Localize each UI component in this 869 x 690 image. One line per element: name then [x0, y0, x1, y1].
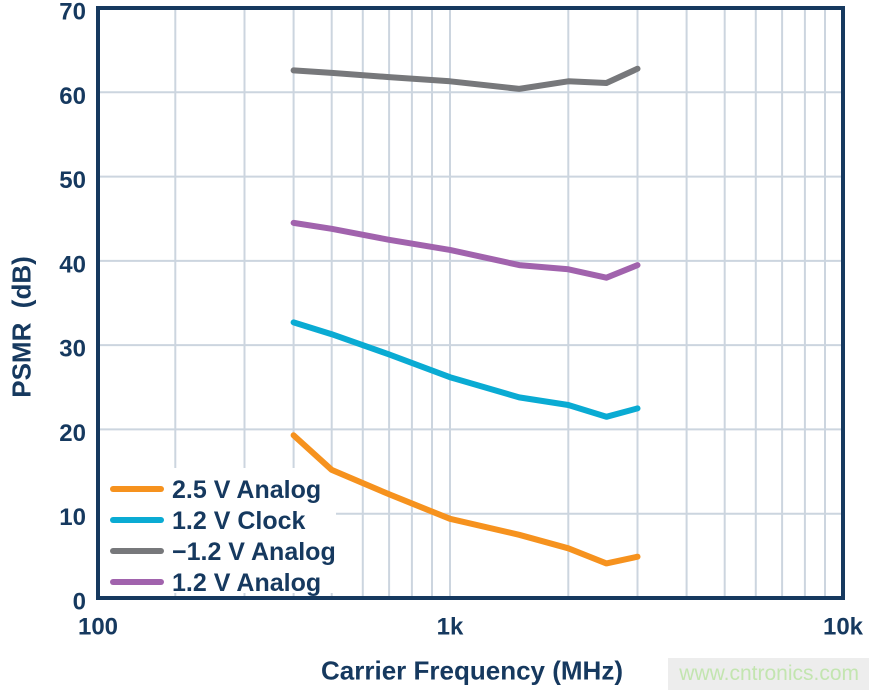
legend-label-2v5-analog: 2.5 V Analog — [172, 476, 321, 504]
y-tick-label: 30 — [59, 336, 86, 363]
watermark-text: www.cntronics.com — [668, 658, 869, 690]
x-tick-label: 100 — [78, 614, 118, 641]
plot-frame — [96, 6, 845, 600]
x-tick-label: 10k — [823, 614, 864, 641]
y-tick-label: 40 — [59, 251, 86, 278]
y-tick-label: 60 — [59, 83, 86, 110]
y-axis-title: PSMR (dB) — [6, 256, 37, 398]
series-line-2v5-analog — [290, 432, 641, 567]
legend-label-1v2-analog: 1.2 V Analog — [172, 569, 321, 597]
y-tick-label: 10 — [59, 504, 86, 531]
x-tick-label: 1k — [437, 614, 464, 641]
y-tick-label: 0 — [73, 589, 86, 616]
y-tick-label: 70 — [59, 0, 86, 26]
series-line-1v2-clock — [290, 319, 641, 420]
y-tick-label: 50 — [59, 167, 86, 194]
legend-label-neg-1v2-analog: −1.2 V Analog — [172, 538, 336, 566]
x-axis-title: Carrier Frequency (MHz) — [321, 655, 623, 686]
legend-label-1v2-clock: 1.2 V Clock — [172, 507, 305, 535]
y-tick-label: 20 — [59, 420, 86, 447]
series-line-1v2-analog — [290, 219, 641, 281]
series-line-neg-1v2-analog — [290, 65, 641, 92]
